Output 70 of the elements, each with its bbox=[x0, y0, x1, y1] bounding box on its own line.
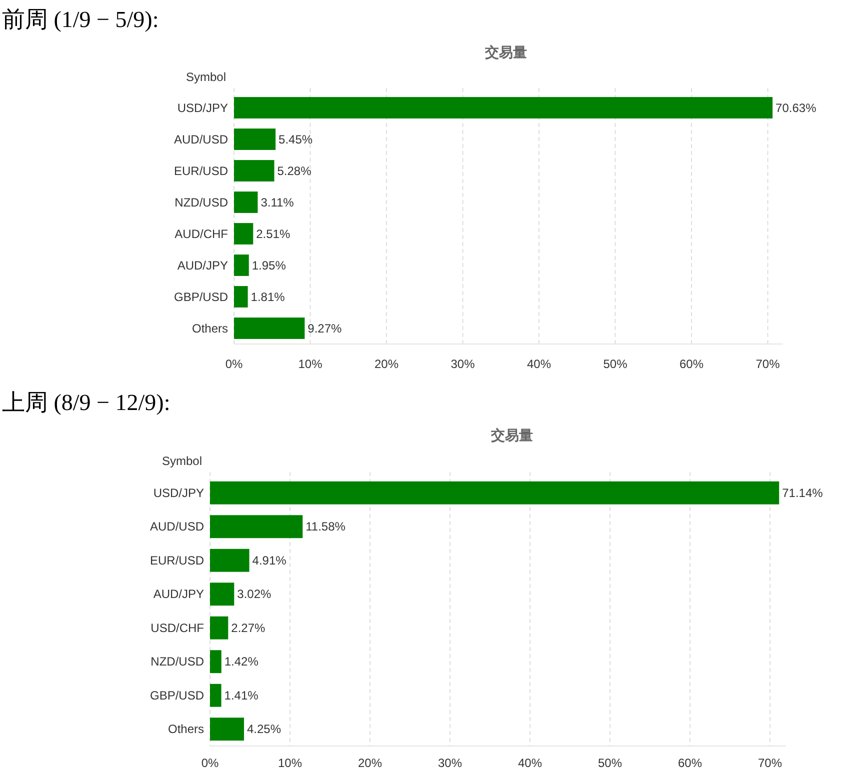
x-tick-label: 60% bbox=[678, 756, 702, 770]
y-tick-label: NZD/USD bbox=[150, 654, 204, 669]
bar bbox=[210, 548, 250, 572]
y-axis-title: Symbol bbox=[186, 70, 226, 84]
chart-subtitle: 交易量 bbox=[490, 427, 533, 443]
y-tick-label: USD/JPY bbox=[153, 486, 204, 500]
x-tick-label: 40% bbox=[526, 357, 552, 371]
chart-title: 上周 (8/9 − 12/9): bbox=[2, 390, 170, 415]
data-label: 1.81% bbox=[250, 290, 286, 304]
x-tick-label: 60% bbox=[679, 357, 704, 371]
data-label: 5.28% bbox=[277, 164, 312, 178]
y-tick-label: AUD/CHF bbox=[174, 226, 228, 241]
bar bbox=[234, 223, 254, 244]
x-tick-label: 30% bbox=[438, 756, 462, 770]
y-tick-label: GBP/USD bbox=[174, 290, 228, 304]
bar bbox=[234, 160, 274, 182]
data-label: 1.41% bbox=[224, 688, 259, 702]
bar bbox=[210, 718, 244, 741]
y-tick-label: AUD/JPY bbox=[177, 258, 228, 272]
data-label: 5.45% bbox=[278, 132, 313, 146]
y-tick-label: AUD/JPY bbox=[153, 587, 204, 602]
bar bbox=[210, 481, 780, 504]
y-tick-label: Others bbox=[192, 321, 228, 336]
bar bbox=[234, 318, 305, 339]
data-label: 2.51% bbox=[256, 226, 290, 241]
bar bbox=[210, 650, 222, 674]
data-label: 3.11% bbox=[260, 195, 294, 210]
y-tick-label: EUR/USD bbox=[150, 553, 204, 568]
x-tick-label: 20% bbox=[374, 357, 399, 371]
data-label: 4.91% bbox=[252, 553, 287, 568]
y-tick-label: AUD/USD bbox=[174, 132, 228, 146]
y-tick-label: EUR/USD bbox=[174, 164, 228, 178]
data-label: 4.25% bbox=[247, 722, 282, 736]
y-tick-label: NZD/USD bbox=[174, 195, 228, 210]
y-tick-label: AUD/USD bbox=[150, 520, 204, 534]
bar bbox=[210, 582, 234, 606]
x-tick-label: 10% bbox=[278, 756, 302, 770]
data-label: 1.95% bbox=[252, 258, 286, 272]
y-tick-label: USD/CHF bbox=[150, 620, 204, 635]
bar bbox=[234, 286, 248, 308]
x-tick-label: 40% bbox=[518, 756, 542, 770]
bar bbox=[234, 192, 258, 213]
chart-title: 前周 (1/9 − 5/9): bbox=[2, 7, 159, 32]
x-tick-label: 70% bbox=[756, 357, 780, 371]
data-label: 11.58% bbox=[306, 520, 346, 534]
bar bbox=[234, 254, 249, 276]
x-tick-label: 50% bbox=[603, 357, 628, 371]
x-tick-label: 30% bbox=[450, 357, 476, 371]
y-axis-title: Symbol bbox=[162, 454, 202, 468]
data-label: 1.42% bbox=[224, 654, 259, 669]
bar bbox=[210, 616, 228, 640]
data-label: 70.63% bbox=[776, 100, 817, 115]
chart-subtitle: 交易量 bbox=[484, 44, 527, 60]
data-label: 2.27% bbox=[231, 620, 266, 635]
bar bbox=[210, 684, 222, 707]
x-tick-label: 70% bbox=[758, 756, 782, 770]
x-tick-label: 0% bbox=[225, 357, 243, 371]
y-tick-label: Others bbox=[168, 722, 204, 736]
y-tick-label: GBP/USD bbox=[150, 688, 204, 702]
x-tick-label: 10% bbox=[298, 357, 323, 371]
x-tick-label: 50% bbox=[598, 756, 622, 770]
bar bbox=[210, 515, 303, 538]
x-tick-label: 0% bbox=[201, 756, 219, 770]
y-tick-label: USD/JPY bbox=[177, 100, 228, 115]
bar bbox=[234, 128, 276, 150]
bar bbox=[234, 97, 773, 118]
x-tick-label: 20% bbox=[358, 756, 382, 770]
data-label: 9.27% bbox=[308, 321, 342, 336]
data-label: 3.02% bbox=[237, 587, 272, 602]
data-label: 71.14% bbox=[782, 486, 824, 500]
